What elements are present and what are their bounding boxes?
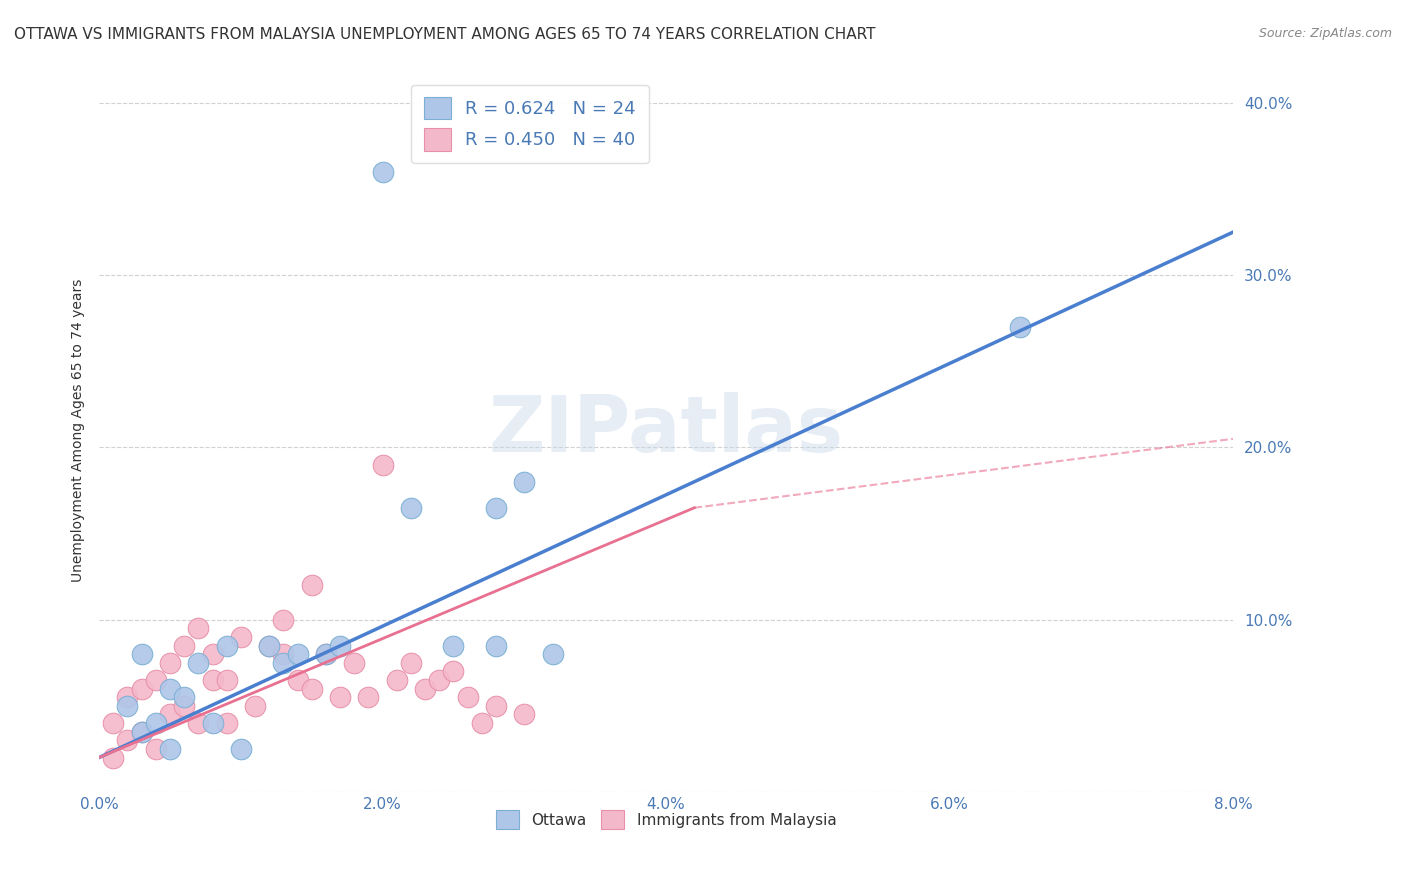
Point [117, 698, 139, 713]
Point [315, 647, 337, 661]
Text: ZIPatlas: ZIPatlas [488, 392, 844, 468]
Point [145, 673, 167, 687]
Text: Source: ZipAtlas.com: Source: ZipAtlas.com [1258, 27, 1392, 40]
Point [371, 165, 394, 179]
Point [215, 716, 238, 731]
Point [243, 698, 266, 713]
Point [457, 690, 479, 705]
Point [131, 724, 153, 739]
Point [229, 742, 252, 756]
Point [443, 665, 465, 679]
Point [215, 673, 238, 687]
Point [201, 647, 224, 661]
Point [229, 630, 252, 644]
Point [173, 690, 195, 705]
Point [485, 500, 508, 515]
Point [159, 656, 181, 670]
Legend: Ottawa, Immigrants from Malaysia: Ottawa, Immigrants from Malaysia [489, 804, 842, 835]
Point [485, 639, 508, 653]
Point [329, 690, 352, 705]
Point [343, 656, 366, 670]
Point [145, 742, 167, 756]
Point [117, 690, 139, 705]
Point [201, 716, 224, 731]
Point [187, 656, 209, 670]
Point [187, 621, 209, 635]
Point [443, 639, 465, 653]
Point [173, 639, 195, 653]
Point [513, 475, 536, 489]
Point [187, 716, 209, 731]
Point [385, 673, 408, 687]
Point [399, 656, 422, 670]
Point [257, 639, 280, 653]
Point [301, 578, 323, 592]
Point [273, 656, 295, 670]
Point [315, 647, 337, 661]
Point [173, 698, 195, 713]
Point [371, 458, 394, 472]
Point [273, 613, 295, 627]
Point [427, 673, 450, 687]
Point [399, 500, 422, 515]
Point [329, 639, 352, 653]
Y-axis label: Unemployment Among Ages 65 to 74 years: Unemployment Among Ages 65 to 74 years [72, 278, 86, 582]
Point [131, 647, 153, 661]
Point [273, 647, 295, 661]
Point [541, 647, 564, 661]
Point [131, 724, 153, 739]
Point [1010, 319, 1032, 334]
Point [413, 681, 436, 696]
Point [159, 681, 181, 696]
Point [287, 673, 309, 687]
Point [357, 690, 380, 705]
Point [159, 707, 181, 722]
Point [103, 716, 125, 731]
Point [215, 639, 238, 653]
Point [117, 733, 139, 747]
Point [287, 647, 309, 661]
Point [301, 681, 323, 696]
Point [485, 698, 508, 713]
Point [159, 742, 181, 756]
Point [471, 716, 494, 731]
Text: OTTAWA VS IMMIGRANTS FROM MALAYSIA UNEMPLOYMENT AMONG AGES 65 TO 74 YEARS CORREL: OTTAWA VS IMMIGRANTS FROM MALAYSIA UNEMP… [14, 27, 876, 42]
Point [513, 707, 536, 722]
Point [131, 681, 153, 696]
Point [145, 716, 167, 731]
Point [257, 639, 280, 653]
Point [201, 673, 224, 687]
Point [103, 750, 125, 764]
